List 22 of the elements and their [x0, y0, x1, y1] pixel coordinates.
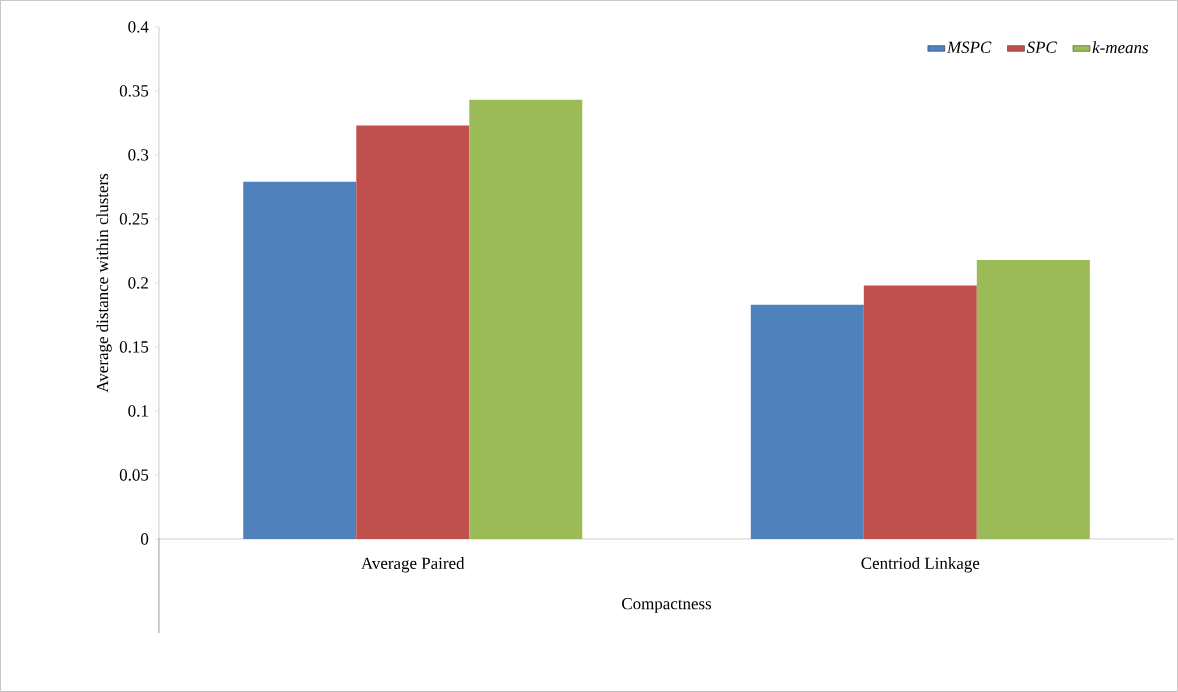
y-tick-label: 0 — [141, 533, 149, 545]
bar — [356, 125, 470, 540]
legend-label: k-means — [1092, 41, 1149, 54]
y-tick-label: 0.35 — [119, 85, 149, 97]
y-axis-title: Average distance within clusters — [96, 173, 112, 393]
x-tick-label: Average Paired — [361, 557, 465, 573]
y-tick-label: 0.2 — [128, 277, 148, 289]
y-tick-label: 0.1 — [128, 405, 148, 417]
legend-label: SPC — [1026, 41, 1057, 54]
y-tick-label: 0.25 — [119, 213, 149, 225]
bar — [750, 304, 864, 540]
legend-label: MSPC — [946, 41, 992, 54]
bar — [243, 181, 357, 540]
y-tick-label: 0.3 — [128, 149, 149, 161]
x-tick-label: Centriod Linkage — [861, 557, 980, 573]
y-tick-label: 0.15 — [119, 341, 149, 353]
y-tick-label: 0.4 — [128, 21, 149, 33]
bar — [976, 259, 1090, 540]
bar — [863, 285, 977, 540]
x-axis-title: Compactness — [622, 598, 712, 613]
bar — [469, 99, 583, 540]
y-tick-label: 0.05 — [119, 469, 149, 481]
